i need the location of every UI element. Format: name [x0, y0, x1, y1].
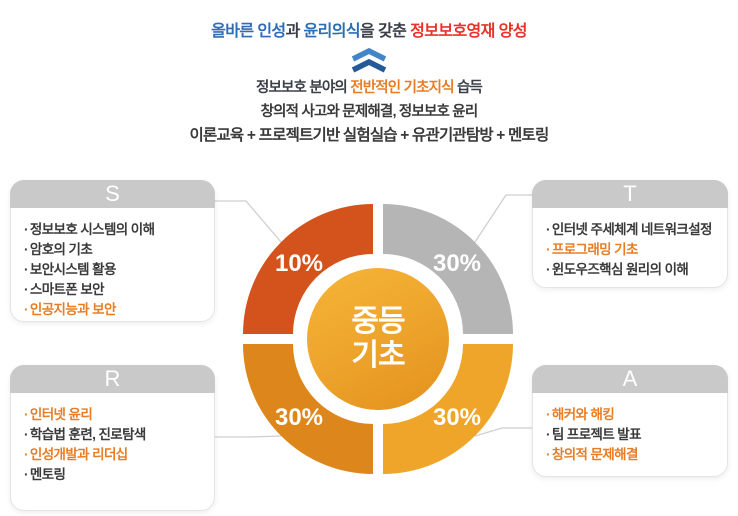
panel-item: 스마트폰 보안	[24, 280, 204, 300]
subtitle-block: 정보보호 분야의 전반적인 기초지식 습득 창의적 사고와 문제해결, 정보보호…	[0, 76, 738, 148]
panel-s-body: 정보보호 시스템의 이해 암호의 기초 보안시스템 활용 스마트폰 보안 인공지…	[11, 208, 214, 320]
panel-item: 윈도우즈핵심 원리의 이해	[546, 260, 717, 280]
panel-t: T 인터넷 주세체계 네트워크설정 프로그래밍 기초 윈도우즈핵심 원리의 이해	[532, 180, 728, 288]
panel-item: 보안시스템 활용	[24, 260, 204, 280]
title-part: 정보보호영재 양성	[410, 23, 527, 40]
panel-r-body: 인터넷 윤리 학습법 훈련, 진로탐색 인성개발과 리더십 멘토링	[11, 393, 214, 485]
panel-item: 팀 프로젝트 발표	[546, 425, 717, 445]
subtitle-line-1: 정보보호 분야의 전반적인 기초지식 습득	[0, 76, 738, 100]
donut-segment-s	[243, 204, 373, 334]
panel-t-body: 인터넷 주세체계 네트워크설정 프로그래밍 기초 윈도우즈핵심 원리의 이해	[533, 208, 727, 280]
connector-line-t	[474, 194, 533, 243]
panel-a-body: 해커와 해킹 팀 프로젝트 발표 창의적 문제해결	[533, 393, 727, 465]
panel-item: 프로그래밍 기초	[546, 240, 717, 260]
panel-item: 인공지능과 보안	[24, 300, 204, 320]
double-chevron-up-icon	[349, 47, 389, 74]
panel-item: 멘토링	[24, 465, 204, 485]
donut-center-label-line1: 중등	[351, 305, 405, 338]
segment-percent-label-a: 30%	[433, 404, 481, 431]
title-part: 올바른 인성	[211, 23, 286, 40]
panel-item: 해커와 해킹	[546, 405, 717, 425]
title-part: 을 갖춘	[360, 23, 411, 40]
panel-a-letter: A	[622, 366, 638, 391]
panel-a: A 해커와 해킹 팀 프로젝트 발표 창의적 문제해결	[532, 365, 728, 477]
panel-s-letter: S	[105, 181, 120, 206]
panel-item: 정보보호 시스템의 이해	[24, 220, 204, 240]
panel-item: 학습법 훈련, 진로탐색	[24, 425, 204, 445]
subtitle-line-3: 이론교육 + 프로젝트기반 실험실습 + 유관기관탐방 + 멘토링	[189, 127, 550, 144]
subtitle-part: 정보보호 분야의	[255, 80, 351, 96]
page-title: 올바른 인성과 윤리의식을 갖춘 정보보호영재 양성	[0, 17, 738, 41]
subtitle-part: 전반적인 기초지식	[350, 80, 454, 96]
donut-center-label-line2: 기초	[351, 339, 405, 372]
panel-s-header: S	[10, 180, 215, 208]
title-part: 과	[285, 23, 304, 40]
title-part: 윤리의식	[303, 23, 361, 40]
panel-r: R 인터넷 윤리 학습법 훈련, 진로탐색 인성개발과 리더십 멘토링	[10, 365, 215, 511]
donut-segment-a	[383, 344, 513, 474]
connector-line-a	[474, 427, 533, 437]
segment-percent-label-r: 30%	[275, 404, 323, 431]
connector-line-r	[214, 435, 282, 438]
subtitle-line-2: 창의적 사고와 문제해결, 정보보호 윤리	[260, 104, 479, 120]
panel-s: S 정보보호 시스템의 이해 암호의 기초 보안시스템 활용 스마트폰 보안 인…	[10, 180, 215, 322]
panel-item: 인터넷 윤리	[24, 405, 204, 425]
panel-item: 암호의 기초	[24, 240, 204, 260]
panel-r-letter: R	[104, 366, 121, 391]
panel-r-header: R	[10, 365, 215, 393]
donut-center-disc	[307, 268, 449, 410]
panel-item: 창의적 문제해결	[546, 445, 717, 465]
panel-t-header: T	[532, 180, 728, 208]
segment-percent-label-t: 30%	[433, 250, 481, 277]
panel-item: 인성개발과 리더십	[24, 445, 204, 465]
donut-segment-r	[243, 344, 373, 474]
panel-t-letter: T	[623, 181, 637, 206]
connector-line-s	[214, 200, 282, 243]
subtitle-part: 습득	[453, 80, 483, 96]
segment-percent-label-s: 10%	[275, 250, 323, 277]
panel-a-header: A	[532, 365, 728, 393]
panel-item: 인터넷 주세체계 네트워크설정	[546, 220, 717, 240]
donut-segment-t	[383, 204, 513, 334]
